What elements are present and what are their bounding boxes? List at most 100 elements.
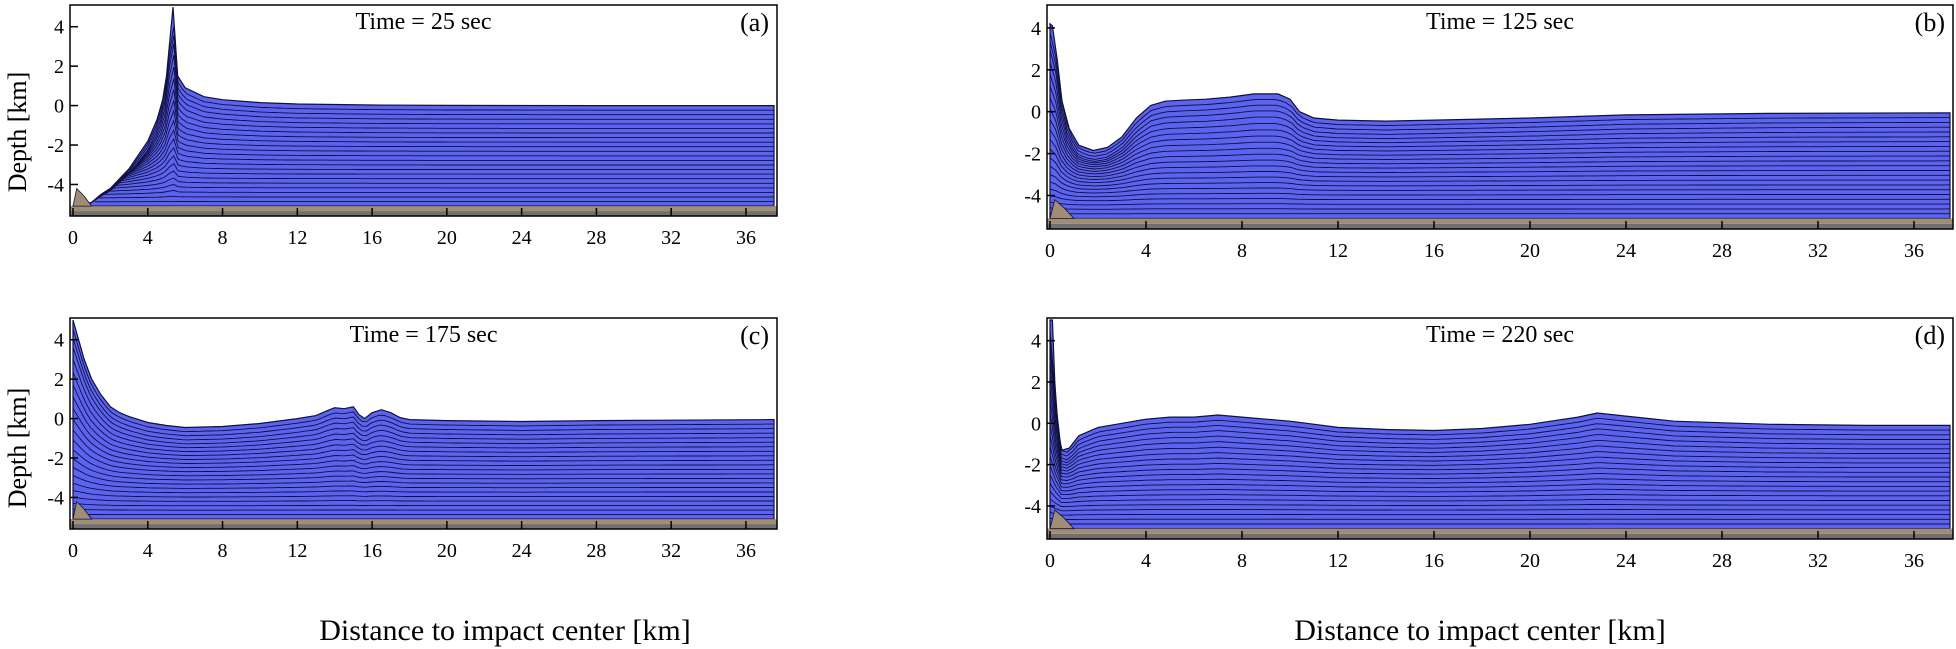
y-tick-label: 0 [54, 96, 64, 118]
contour-line [121, 155, 774, 182]
contour-line [72, 490, 774, 498]
y-tick-label: 0 [54, 409, 64, 431]
panel-label: (c) [740, 321, 769, 350]
y-tick-label: 2 [54, 56, 64, 78]
sediment-layer [1047, 218, 1953, 224]
contour-line [1049, 400, 1950, 472]
x-tick-label: 20 [437, 540, 457, 562]
x-tick-label: 20 [1520, 550, 1540, 572]
contour-line [1049, 148, 1950, 180]
contour-line [108, 184, 774, 192]
basement-layer [1047, 223, 1953, 229]
contour-line [120, 66, 774, 179]
x-axis-label-right: Distance to impact center [km] [1294, 614, 1666, 647]
x-tick-label: 4 [143, 227, 153, 249]
contour-line [72, 384, 774, 453]
basement-layer [70, 211, 777, 216]
contour-line [72, 408, 774, 460]
contour-line [72, 337, 774, 437]
contour-line [1049, 188, 1950, 198]
contour-line [1049, 498, 1950, 508]
ejecta-deposit [1049, 198, 1075, 219]
x-tick-label: 0 [1045, 240, 1055, 262]
contour-line [1049, 424, 1950, 478]
x-tick-label: 20 [1520, 240, 1540, 262]
contour-line [1049, 173, 1950, 190]
contour-line [1049, 412, 1950, 475]
contour-line [1049, 50, 1950, 160]
x-tick-label: 24 [512, 227, 532, 249]
contour-line [99, 26, 774, 197]
contour-line [1049, 361, 1950, 464]
y-tick-label: -2 [1024, 455, 1041, 477]
contour-line [1049, 74, 1950, 164]
contour-line [1049, 374, 1950, 466]
panel-frame [1046, 317, 1954, 540]
contour-line [72, 475, 774, 489]
plot-area [70, 319, 777, 529]
y-axis-label-bottom: Depth [km] [3, 388, 32, 509]
x-tick-label: 36 [1904, 240, 1924, 262]
water-area [1049, 22, 1951, 220]
contour-line [125, 109, 774, 175]
contour-line [1049, 119, 1950, 172]
x-tick-label: 32 [1808, 240, 1828, 262]
x-tick-label: 16 [362, 227, 382, 249]
x-tick-label: 20 [437, 227, 457, 249]
plot-area [1047, 319, 1953, 539]
y-tick-label: -4 [47, 174, 64, 196]
contour-line [72, 496, 774, 502]
contour-line [1049, 348, 1950, 461]
contour-line [1049, 139, 1951, 178]
panel-label: (d) [1915, 321, 1945, 350]
y-tick-label: -2 [47, 448, 64, 470]
plot-area [70, 6, 777, 216]
ejecta-deposit [72, 187, 93, 207]
ejecta-deposit [1049, 509, 1075, 530]
contour-line [125, 89, 774, 175]
contour-line [1049, 32, 1950, 154]
ejecta-deposit [72, 500, 93, 520]
contour-line [72, 347, 775, 441]
contour-line [72, 467, 774, 485]
x-tick-label: 32 [661, 227, 681, 249]
contour-line [120, 78, 774, 178]
contour-line [1049, 517, 1950, 520]
y-tick-label: 2 [1031, 60, 1041, 82]
y-tick-label: -4 [1024, 185, 1041, 207]
contour-line [1049, 329, 1950, 453]
x-tick-label: 28 [1712, 550, 1732, 572]
x-tick-label: 36 [736, 540, 756, 562]
contour-line [112, 55, 774, 188]
contour-line [121, 146, 774, 180]
x-tick-label: 12 [287, 540, 307, 562]
contour-line [121, 138, 774, 179]
y-tick-label: 4 [54, 17, 64, 39]
contour-line [1049, 129, 1950, 175]
contour-line [1049, 41, 1950, 157]
contour-line [72, 458, 774, 481]
x-tick-label: 8 [218, 540, 228, 562]
sediment-layer [70, 206, 777, 212]
contour-line [1049, 511, 1950, 516]
x-tick-label: 8 [1237, 550, 1247, 572]
x-tick-label: 12 [1328, 240, 1348, 262]
plot-area [1047, 22, 1953, 229]
y-tick-label: -4 [47, 487, 64, 509]
contour-line [1049, 491, 1950, 503]
panel-frame [69, 4, 778, 217]
contour-line [116, 163, 774, 184]
y-tick-label: 4 [1031, 18, 1041, 40]
contour-line [72, 449, 774, 477]
contour-line [1049, 207, 1950, 210]
contour-line [103, 190, 774, 195]
x-tick-label: 28 [586, 540, 606, 562]
panel-frame [69, 317, 778, 530]
contour-line [125, 100, 774, 175]
panel-label: (a) [740, 8, 769, 37]
x-tick-label: 32 [661, 540, 681, 562]
y-tick-label: -2 [47, 135, 64, 157]
